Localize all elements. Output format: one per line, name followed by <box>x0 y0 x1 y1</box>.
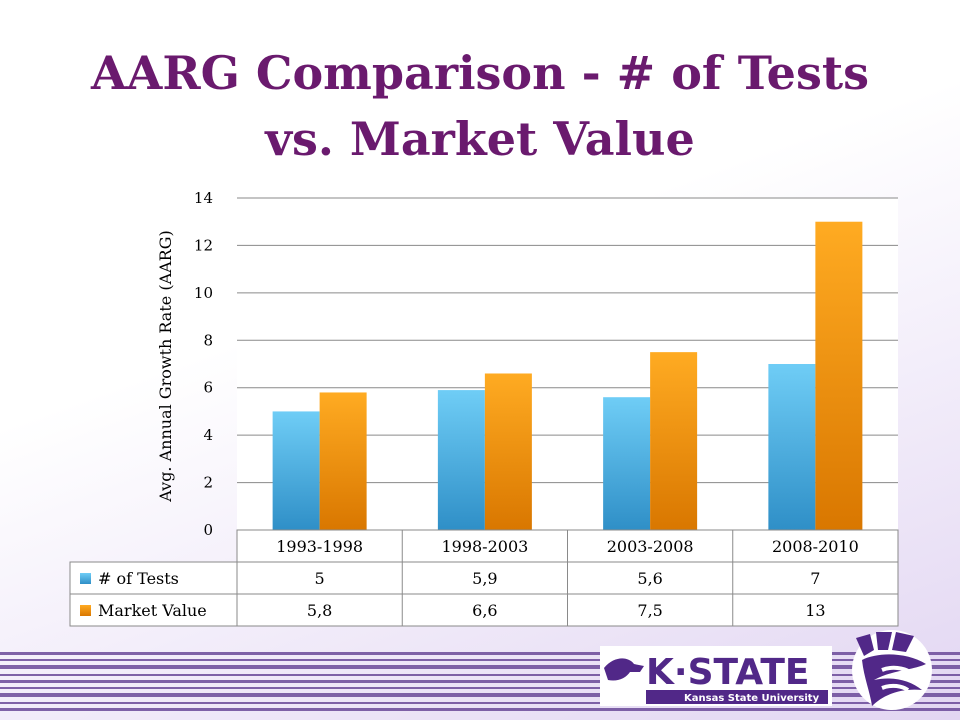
y-axis-ticks: 0 2 4 6 8 10 12 14 <box>194 189 213 539</box>
x-category-label: 2008-2010 <box>772 537 859 556</box>
legend-label: # of Tests <box>98 569 179 588</box>
bar-tests <box>272 411 320 530</box>
y-tick-label: 14 <box>194 189 213 207</box>
slide-title: AARG Comparison - # of Tests vs. Market … <box>0 40 960 172</box>
table-cell-value: 5,8 <box>307 601 332 620</box>
bar-market-value <box>815 221 863 530</box>
table-cell-value: 7 <box>810 569 820 588</box>
table-row <box>69 593 899 627</box>
y-tick-label: 10 <box>194 284 213 302</box>
legend-swatch <box>80 573 91 584</box>
y-tick-label: 2 <box>203 474 213 492</box>
kstate-logo-text: K·STATE <box>646 652 809 693</box>
legend-swatch <box>80 605 91 616</box>
y-tick-label: 0 <box>203 521 213 539</box>
x-category-label: 1993-1998 <box>276 537 363 556</box>
y-axis-title: Avg. Annual Growth Rate (AARG) <box>156 230 175 503</box>
bar-tests <box>437 390 485 530</box>
x-category-label: 1998-2003 <box>441 537 528 556</box>
kstate-logo-subtext: Kansas State University <box>684 693 820 704</box>
y-tick-label: 12 <box>194 236 213 254</box>
slide-title-line-2: vs. Market Value <box>265 112 695 166</box>
bar-market-value <box>319 392 367 530</box>
y-tick-label: 8 <box>203 331 213 349</box>
powercat-logo <box>852 630 932 710</box>
x-category-label: 2003-2008 <box>607 537 694 556</box>
table-row <box>69 561 899 595</box>
data-table: # of Tests Market Value 1993-1998 1998-2003… <box>69 529 899 627</box>
slide-title-line-1: AARG Comparison - # of Tests <box>90 46 869 100</box>
bar-tests <box>603 397 651 530</box>
table-cell-value: 5,9 <box>472 569 497 588</box>
bar-tests <box>768 364 816 530</box>
bar-market-value <box>484 373 532 530</box>
y-tick-label: 6 <box>203 379 213 397</box>
table-cell-value: 5,6 <box>637 569 662 588</box>
bar-market-value <box>650 352 698 530</box>
footer-stripes <box>0 652 960 711</box>
table-cell-value: 7,5 <box>637 601 662 620</box>
kstate-logo: K·STATE Kansas State University <box>600 646 832 706</box>
legend-label: Market Value <box>98 601 207 620</box>
table-cell-value: 6,6 <box>472 601 497 620</box>
table-cell-value: 5 <box>315 569 325 588</box>
table-cell-value: 13 <box>805 601 825 620</box>
bars <box>272 221 863 530</box>
y-tick-label: 4 <box>203 426 213 444</box>
